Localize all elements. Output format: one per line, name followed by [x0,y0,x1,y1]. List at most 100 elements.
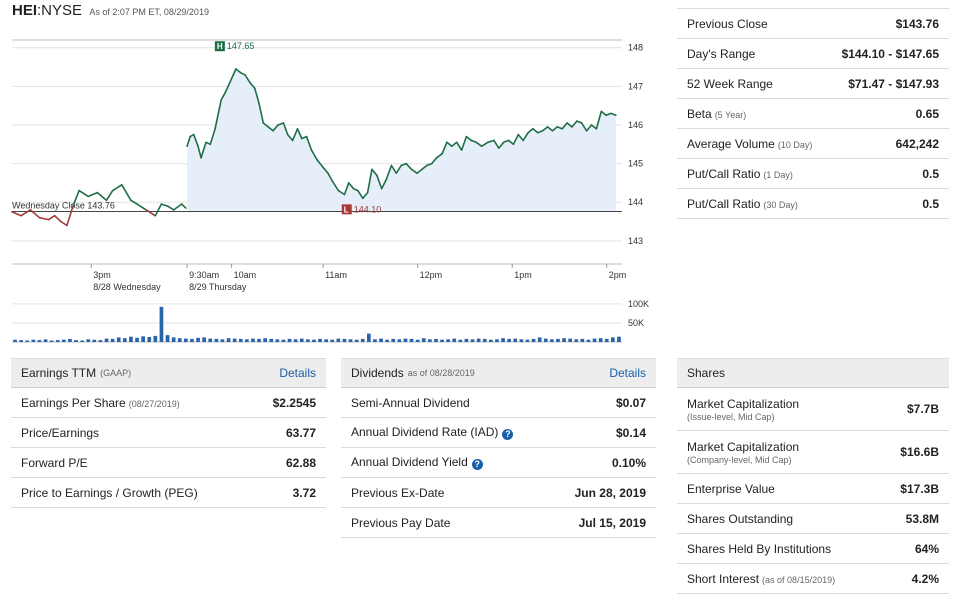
earnings-value: 63.77 [285,425,316,440]
price-line-segment-8-29 [395,164,403,174]
volume-bar [165,335,170,342]
day-low-marker: L 144.10 [341,204,381,215]
volume-bar [153,335,158,342]
price-line-segment-8-29 [580,122,588,132]
volume-bar [220,339,225,342]
volume-bar [513,338,518,342]
y-tick-label: 143 [628,236,643,246]
price-line-segment-8-29 [282,122,289,136]
volume-bar [330,339,335,342]
volume-bar [177,338,182,342]
price-line-segment-8-28 [59,220,68,227]
volume-bar [287,338,292,342]
price-line-segment-8-29 [416,168,423,174]
price-line-segment-8-29 [517,133,525,142]
volume-bar [525,339,530,342]
price-line-segment-8-29 [532,128,539,134]
volume-bar [501,338,505,342]
shares-value: $17.3B [900,481,939,496]
price-line-segment-8-29 [536,130,544,134]
dividend-label: Previous Pay Date [351,516,450,530]
volume-bar [464,338,469,342]
quote-stat-label-text: Previous Close [687,16,768,31]
earnings-label: Price to Earnings / Growth (PEG) [21,486,198,500]
shares-title: Shares [687,366,726,380]
price-line-segment-8-29 [441,141,448,155]
volume-bar [281,339,286,342]
price-line-segment-8-29 [605,112,612,117]
quote-stat-sublabel: (1 Day) [763,169,793,180]
earnings-row: Earnings Per Share (08/27/2019) $2.2545 [11,388,326,418]
price-line-segment-8-29 [460,135,468,151]
volume-bar [196,337,200,342]
price-line-segment-8-29 [331,180,340,192]
price-line-segment-8-29 [316,158,324,169]
volume-bar [293,339,298,342]
price-line-segment-8-29 [214,99,222,130]
price-line-segment-8-29 [272,124,279,132]
price-line-segment-8-28 [111,184,123,192]
price-line-segment-8-29 [551,126,559,132]
earnings-title: Earnings TTM [21,366,97,380]
volume-bar [202,337,206,342]
volume-bar [92,339,97,342]
shares-label-text: Market Capitalization [687,396,800,411]
price-line-segment-8-29 [446,141,453,147]
shares-value: 64% [914,541,939,556]
price-line-segment-8-28 [53,214,62,223]
shares-label-text: Shares Held By Institutions [687,541,832,556]
price-line-segment-8-29 [258,102,265,124]
price-line-segment-8-29 [390,164,398,174]
quote-header: HEI:NYSE As of 2:07 PM ET, 08/29/2019 [12,2,209,19]
quote-stat-row: Put/Call Ratio (30 Day) 0.5 [677,189,949,219]
earnings-label: Forward P/E [21,456,88,470]
volume-bar [397,339,402,342]
volume-bar [68,338,72,342]
dividend-label: Annual Dividend Rate (IAD)? [351,425,514,440]
volume-bar [306,339,310,342]
help-icon[interactable]: ? [471,459,483,470]
volume-bar [482,338,487,342]
volume-bar [446,339,450,342]
price-line-segment-8-28 [172,203,183,211]
earnings-label-text: Forward P/E [21,455,88,470]
earnings-details-link[interactable]: Details [279,366,316,380]
quote-stat-label-text: Put/Call Ratio [687,196,761,211]
dividends-details-link[interactable]: Details [609,366,646,380]
price-line-segment-8-29 [337,189,346,196]
dividend-label-text: Annual Dividend Rate (IAD) [351,425,499,439]
volume-bar [476,338,481,342]
volume-bar [507,338,511,342]
volume-bar [275,339,280,342]
price-line-segment-8-29 [566,122,573,128]
dividend-value: $0.14 [615,425,646,440]
volume-bar [440,339,444,342]
volume-bar [556,338,560,342]
volume-bar [373,339,377,342]
price-line-segment-8-29 [186,135,191,147]
day-high-marker-value: 147.65 [227,41,255,51]
volume-bar [251,338,255,342]
y-tick-label: 147 [628,81,643,91]
price-line-segment-8-28 [180,203,187,209]
quote-stat-label-text: Day's Range [687,46,756,61]
quote-stat-label: 52 Week Range [687,77,773,91]
price-line-segment-8-29 [230,68,237,80]
price-line-segment-8-29 [600,110,607,117]
x-tick-sublabel: 8/29 Thursday [189,282,247,292]
help-icon[interactable]: ? [502,429,514,440]
quote-stat-label-text: 52 Week Range [687,76,773,91]
volume-bar [415,339,420,342]
x-tick-label: 12pm [420,270,443,280]
volume-bar [324,339,328,342]
price-line-segment-8-29 [480,141,489,147]
price-line-segment-8-29 [541,126,549,132]
price-line-segment-8-28 [38,216,50,221]
x-tick-label: 2pm [609,270,627,280]
quote-stat-value: $71.47 - $147.93 [848,76,939,91]
volume-bar [318,338,322,342]
shares-row: Short Interest (as of 08/15/2019) 4.2% [677,564,949,594]
volume-bar [190,338,194,342]
volume-bar [226,338,231,342]
volume-bar [135,337,139,342]
